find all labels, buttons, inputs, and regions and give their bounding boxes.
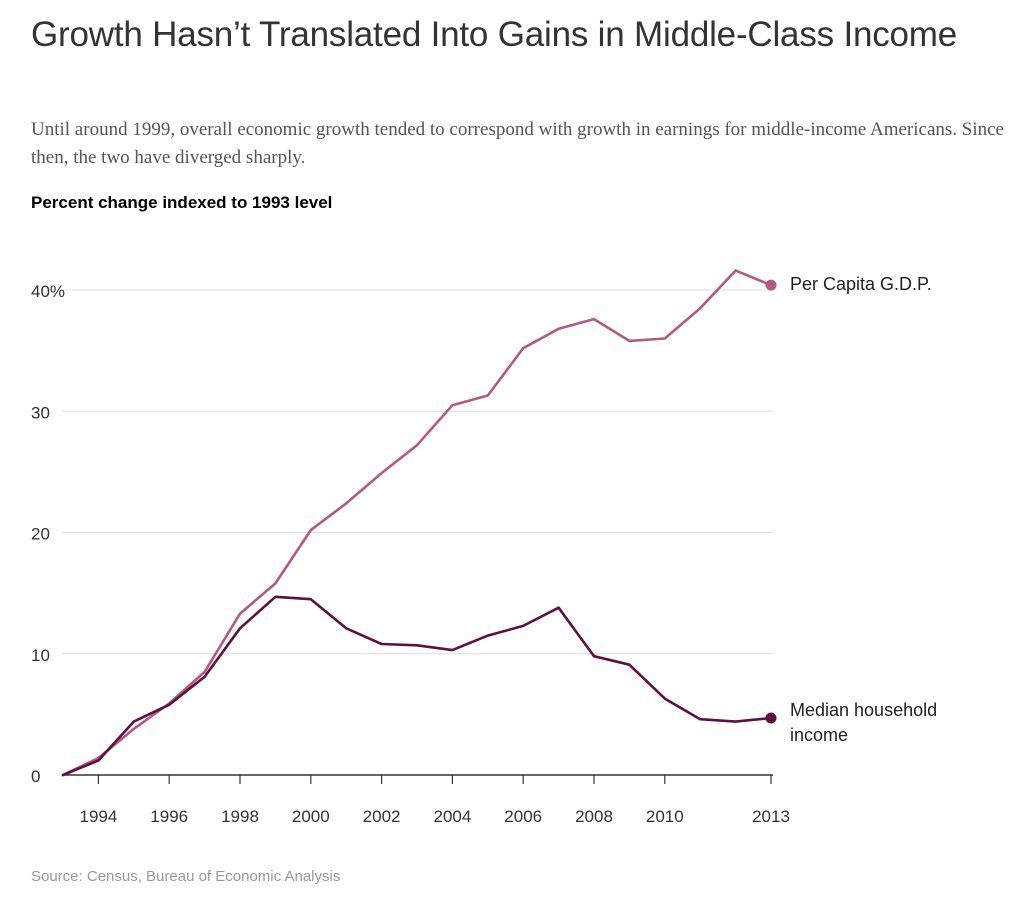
x-tick-label: 2006 bbox=[504, 807, 542, 826]
series-line-income bbox=[61, 595, 773, 777]
y-tick-label: 30 bbox=[31, 403, 50, 422]
series-line-gdp bbox=[61, 269, 773, 777]
x-tick-label: 2013 bbox=[752, 807, 790, 826]
y-tick-label: 40% bbox=[31, 282, 65, 301]
y-tick-label: 10 bbox=[31, 646, 50, 665]
page-title: Growth Hasn’t Translated Into Gains in M… bbox=[31, 15, 958, 54]
y-tick-label: 0 bbox=[31, 767, 40, 786]
chart-subtitle: Until around 1999, overall economic grow… bbox=[31, 119, 1004, 168]
series-label-gdp: Per Capita G.D.P. bbox=[790, 274, 932, 294]
x-tick-label: 2002 bbox=[363, 807, 401, 826]
x-tick-label: 2008 bbox=[575, 807, 613, 826]
source-note: Source: Census, Bureau of Economic Analy… bbox=[31, 868, 341, 885]
series-label-income: Median household bbox=[790, 700, 937, 720]
series-label-income: income bbox=[790, 725, 848, 745]
x-tick-label: 2000 bbox=[292, 807, 330, 826]
y-axis-title: Percent change indexed to 1993 level bbox=[31, 193, 333, 212]
x-tick-label: 1994 bbox=[79, 807, 117, 826]
x-tick-label: 2010 bbox=[646, 807, 684, 826]
series-endpoint-income bbox=[765, 712, 777, 724]
y-tick-label: 20 bbox=[31, 525, 50, 544]
x-tick-label: 1998 bbox=[221, 807, 259, 826]
x-tick-label: 2004 bbox=[433, 807, 471, 826]
series-endpoint-gdp bbox=[765, 279, 777, 291]
x-tick-label: 1996 bbox=[150, 807, 188, 826]
